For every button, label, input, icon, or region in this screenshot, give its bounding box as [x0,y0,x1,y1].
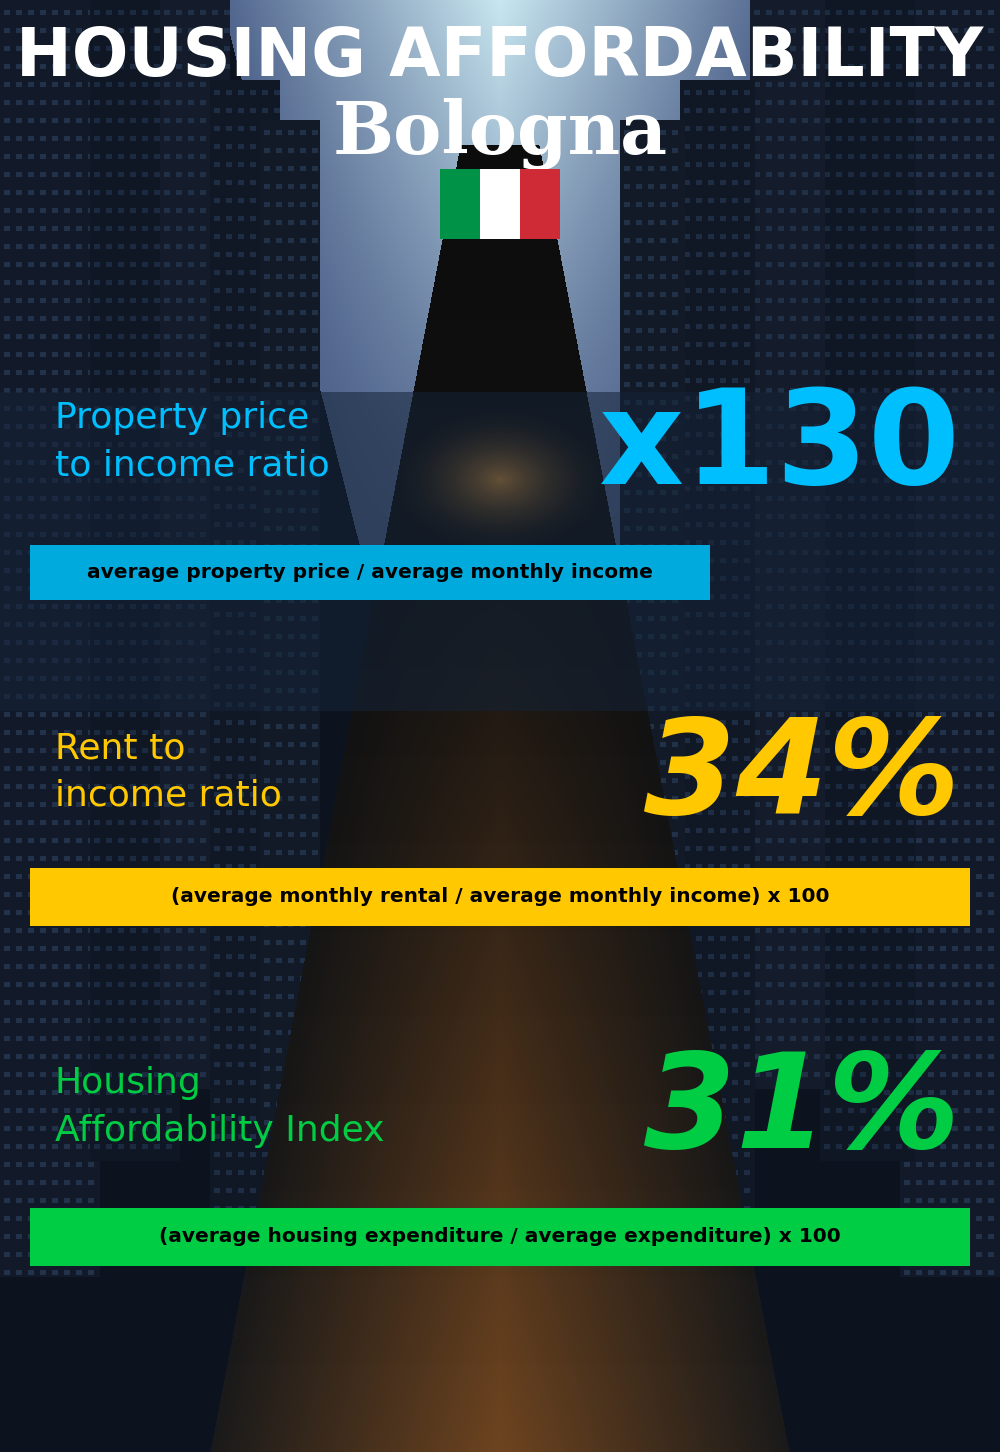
Bar [520,168,560,240]
Text: 31%: 31% [644,1048,960,1176]
Text: average property price / average monthly income: average property price / average monthly… [87,562,653,581]
Text: Bologna: Bologna [332,97,668,170]
Bar [30,544,710,600]
Text: x130: x130 [599,383,960,511]
Text: Housing
Affordability Index: Housing Affordability Index [55,1066,384,1147]
Text: Property price
to income ratio: Property price to income ratio [55,401,330,482]
Text: (average monthly rental / average monthly income) x 100: (average monthly rental / average monthl… [171,887,829,906]
Text: Rent to
income ratio: Rent to income ratio [55,732,282,813]
Bar [30,868,970,926]
Bar [30,1208,970,1266]
Text: 34%: 34% [644,713,960,841]
Text: HOUSING AFFORDABILITY: HOUSING AFFORDABILITY [16,25,984,90]
Bar [440,168,480,240]
Bar [480,168,520,240]
Text: (average housing expenditure / average expenditure) x 100: (average housing expenditure / average e… [159,1227,841,1246]
